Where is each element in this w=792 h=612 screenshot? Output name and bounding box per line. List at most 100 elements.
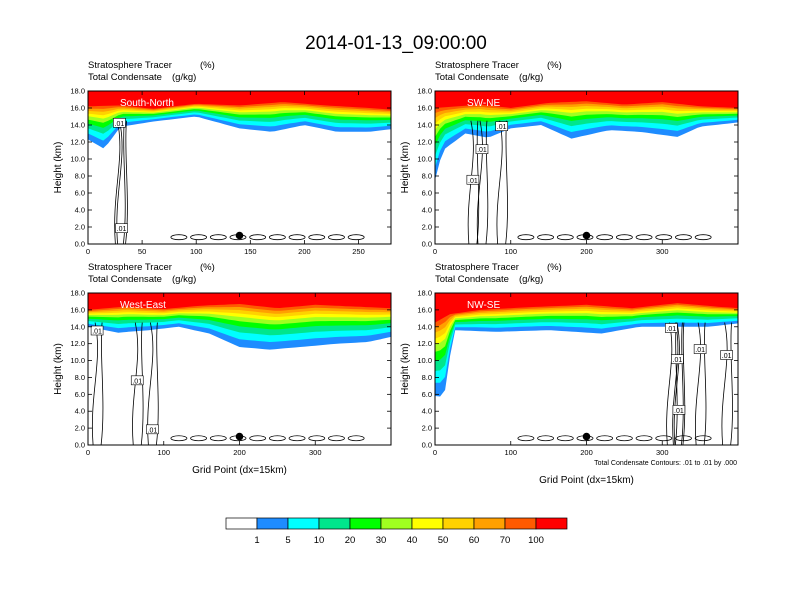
colorbar-box — [349, 517, 382, 530]
colorbar-label: 1 — [254, 535, 259, 546]
condensate-contour — [347, 435, 365, 442]
x-tick-label: 100 — [157, 448, 170, 457]
y-tick-label: 4.0 — [422, 407, 432, 416]
condensate-label: Total Condensate — [88, 72, 162, 83]
x-tick-label: 0 — [433, 448, 437, 457]
colorbar-label: 60 — [469, 535, 480, 546]
y-tick-label: 2.0 — [422, 223, 432, 232]
y-tick-label: 2.0 — [75, 424, 85, 433]
condensate-contour — [209, 435, 227, 442]
x-tick-label: 100 — [504, 247, 517, 256]
condensate-units: (g/kg) — [172, 274, 196, 285]
condensate-contour — [721, 322, 733, 445]
tracer-label: Stratosphere Tracer — [88, 60, 172, 71]
condensate-contour — [496, 120, 508, 244]
y-tick-label: 4.0 — [75, 206, 85, 215]
y-tick-label: 18.0 — [70, 87, 85, 96]
contour-label: .01 — [132, 378, 142, 385]
condensate-contour — [347, 234, 365, 241]
condensate-contours — [517, 322, 733, 445]
colorbar-box — [473, 517, 506, 530]
contour-label-box — [475, 144, 489, 154]
tracer-band-100 — [88, 293, 391, 310]
condensate-contour — [615, 234, 633, 241]
condensate-contour — [556, 234, 574, 241]
panel-west-east: Stratosphere Tracer (%) Total Condensate (g… — [53, 262, 392, 476]
condensate-contour — [268, 435, 286, 442]
condensate-contour — [675, 435, 692, 442]
colorbar-label: 70 — [500, 535, 511, 546]
contour-label: .01 — [666, 326, 676, 333]
y-tick-label: 12.0 — [70, 339, 85, 348]
condensate-units: (g/kg) — [519, 274, 543, 285]
colorbar-box — [442, 517, 475, 530]
colorbar-label: 20 — [345, 535, 356, 546]
y-axis-title: Height (km) — [53, 142, 64, 194]
condensate-contour — [328, 435, 345, 442]
y-tick-label: 6.0 — [75, 189, 85, 198]
x-tick-label: 0 — [433, 247, 437, 256]
x-axis-title: Grid Point (dx=15km) — [539, 475, 634, 486]
contour-label: .01 — [115, 121, 125, 128]
colorbar-label: 40 — [407, 535, 418, 546]
condensate-contour — [655, 435, 673, 442]
y-tick-label: 12.0 — [417, 138, 432, 147]
y-tick-label: 8.0 — [422, 373, 432, 382]
y-tick-label: 6.0 — [75, 390, 85, 399]
y-tick-label: 0.0 — [75, 240, 85, 249]
tracer-field: .01 .01 .01 — [88, 293, 391, 445]
condensate-contour — [517, 435, 535, 442]
panel-sw-ne: Stratosphere Tracer (%) Total Condensate (g… — [400, 60, 739, 256]
location-marker — [235, 231, 244, 240]
y-axis-title: Height (km) — [400, 343, 411, 395]
x-tick-label: 250 — [352, 247, 365, 256]
tracer-units: (%) — [200, 262, 215, 273]
tracer-label: Stratosphere Tracer — [435, 60, 519, 71]
x-tick-label: 0 — [86, 247, 90, 256]
condensate-contour — [92, 322, 104, 445]
y-tick-label: 18.0 — [417, 87, 432, 96]
plot-frame — [87, 90, 392, 245]
panel-name: South-North — [120, 98, 174, 109]
tracer-field: .01 .01 .01 .01 .01 — [435, 293, 738, 445]
condensate-contour — [635, 234, 653, 241]
x-tick-label: 0 — [86, 448, 90, 457]
condensate-label: Total Condensate — [435, 274, 509, 285]
x-tick-label: 300 — [656, 247, 669, 256]
y-tick-label: 14.0 — [417, 121, 432, 130]
colorbar: 1 5 10 20 30 40 50 60 70 100 — [225, 517, 568, 546]
y-tick-label: 2.0 — [422, 424, 432, 433]
condensate-units: (g/kg) — [172, 72, 196, 83]
y-tick-label: 0.0 — [75, 441, 85, 450]
contour-label-box — [672, 405, 686, 415]
x-tick-label: 100 — [190, 247, 203, 256]
contour-label-box — [113, 118, 126, 128]
contour-label: .01 — [695, 347, 705, 354]
condensate-contour — [673, 322, 686, 445]
condensate-contour — [328, 234, 345, 241]
figure-title: 2014-01-13_09:00:00 — [305, 33, 487, 54]
x-tick-label: 150 — [244, 247, 257, 256]
y-tick-label: 16.0 — [70, 104, 85, 113]
colorbar-label: 5 — [285, 535, 290, 546]
y-axis-title: Height (km) — [400, 142, 411, 194]
y-tick-label: 10.0 — [70, 155, 85, 164]
condensate-contour — [556, 435, 574, 442]
x-tick-label: 200 — [580, 247, 593, 256]
contour-label: .01 — [92, 329, 102, 336]
x-tick-label: 200 — [298, 247, 311, 256]
y-tick-label: 4.0 — [75, 407, 85, 416]
y-axis-title: Height (km) — [53, 343, 64, 395]
x-axis-title: Grid Point (dx=15km) — [192, 465, 287, 476]
y-tick-label: 16.0 — [417, 104, 432, 113]
condensate-contour — [209, 234, 227, 241]
tracer-band-100 — [435, 293, 738, 323]
condensate-contour — [308, 234, 326, 241]
y-tick-label: 10.0 — [70, 356, 85, 365]
y-tick-label: 16.0 — [417, 305, 432, 314]
condensate-contour — [694, 435, 712, 442]
x-tick-label: 100 — [504, 448, 517, 457]
condensate-units: (g/kg) — [519, 72, 543, 83]
y-tick-label: 10.0 — [417, 155, 432, 164]
